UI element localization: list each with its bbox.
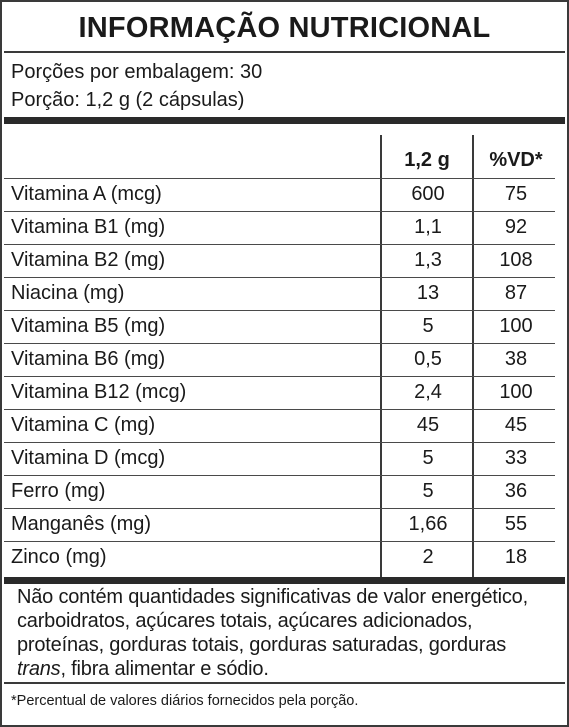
nutrient-name: Vitamina C (mg)	[11, 414, 156, 436]
nutrient-amount: 2,4	[414, 381, 442, 403]
row-divider	[4, 178, 555, 179]
nutrient-dv: 108	[499, 249, 533, 271]
nutrient-name: Niacina (mg)	[11, 282, 125, 304]
nutrient-row: Manganês (mg) 1,66 55	[4, 508, 565, 541]
nutrient-name: Vitamina B6 (mg)	[11, 348, 166, 370]
amount-column-header: 1,2 g	[404, 149, 450, 171]
nutrient-row: Vitamina B5 (mg) 5 100	[4, 310, 565, 343]
nutrient-row: Vitamina B6 (mg) 0,5 38	[4, 343, 565, 376]
row-divider	[4, 376, 555, 377]
nutrient-amount: 600	[411, 183, 445, 205]
row-divider	[4, 475, 555, 476]
nutrient-name: Zinco (mg)	[11, 546, 107, 568]
nutrient-amount: 5	[422, 480, 434, 502]
nutrient-row: Ferro (mg) 5 36	[4, 475, 565, 508]
nutrient-dv: 92	[504, 216, 528, 238]
nutrient-dv: 100	[499, 381, 533, 403]
nutrient-row: Vitamina D (mcg) 5 33	[4, 442, 565, 475]
nutrient-amount: 1,1	[414, 216, 442, 238]
row-divider	[4, 508, 555, 509]
dv-column-header: %VD*	[489, 149, 543, 171]
nutrient-name: Ferro (mg)	[11, 480, 106, 502]
servings-per-package: Porções por embalagem: 30	[11, 61, 263, 83]
nutrient-row: Vitamina A (mcg) 600 75	[4, 178, 565, 211]
nutrient-dv: 100	[499, 315, 533, 337]
nutrient-name: Vitamina D (mcg)	[11, 447, 166, 469]
nutrient-dv: 45	[504, 414, 528, 436]
nutrient-row: Vitamina C (mg) 45 45	[4, 409, 565, 442]
nutrient-dv: 33	[504, 447, 528, 469]
row-divider	[4, 244, 555, 245]
serving-size: Porção: 1,2 g (2 cápsulas)	[11, 89, 245, 111]
nutrient-amount: 5	[422, 447, 434, 469]
nutrient-dv: 36	[504, 480, 528, 502]
note-text-end: , fibra alimentar e sódio.	[60, 658, 269, 680]
nutrient-dv: 55	[504, 513, 528, 535]
nutrient-name: Vitamina B1 (mg)	[11, 216, 166, 238]
row-divider	[4, 211, 555, 212]
nutrient-row: Zinco (mg) 2 18	[4, 541, 565, 574]
nutrient-amount: 13	[416, 282, 440, 304]
footnote-divider	[4, 682, 565, 684]
row-divider	[4, 277, 555, 278]
nutrient-amount: 1,3	[414, 249, 442, 271]
nutrient-amount: 2	[422, 546, 434, 568]
title-divider	[4, 51, 565, 53]
nutrient-row: Vitamina B1 (mg) 1,1 92	[4, 211, 565, 244]
nutrient-dv: 18	[504, 546, 528, 568]
note-italic-word: trans	[17, 658, 61, 680]
nutrient-dv: 38	[504, 348, 528, 370]
footnote: *Percentual de valores diários fornecido…	[11, 693, 359, 709]
nutrient-amount: 1,66	[408, 513, 448, 535]
row-divider	[4, 343, 555, 344]
nutrient-name: Vitamina A (mcg)	[11, 183, 162, 205]
dv-column-rule	[472, 135, 474, 578]
not-significant-note: Não contém quantidades significativas de…	[17, 585, 557, 681]
nutrient-row: Vitamina B2 (mg) 1,3 108	[4, 244, 565, 277]
nutrient-amount: 5	[422, 315, 434, 337]
note-text-start: Não contém quantidades significativas de…	[17, 586, 528, 656]
serving-divider	[4, 117, 565, 124]
nutrient-amount: 45	[416, 414, 440, 436]
nutrient-row: Niacina (mg) 13 87	[4, 277, 565, 310]
nutrient-dv: 87	[504, 282, 528, 304]
table-bottom-divider	[4, 577, 565, 584]
nutrient-row: Vitamina B12 (mcg) 2,4 100	[4, 376, 565, 409]
row-divider	[4, 409, 555, 410]
nutrient-name: Vitamina B12 (mcg)	[11, 381, 187, 403]
nutrient-name: Manganês (mg)	[11, 513, 152, 535]
label-title: INFORMAÇÃO NUTRICIONAL	[78, 12, 491, 44]
nutrient-dv: 75	[504, 183, 528, 205]
amount-column-rule	[380, 135, 382, 578]
row-divider	[4, 541, 555, 542]
nutrient-name: Vitamina B2 (mg)	[11, 249, 166, 271]
nutrient-amount: 0,5	[414, 348, 442, 370]
nutrient-name: Vitamina B5 (mg)	[11, 315, 166, 337]
row-divider	[4, 310, 555, 311]
row-divider	[4, 442, 555, 443]
